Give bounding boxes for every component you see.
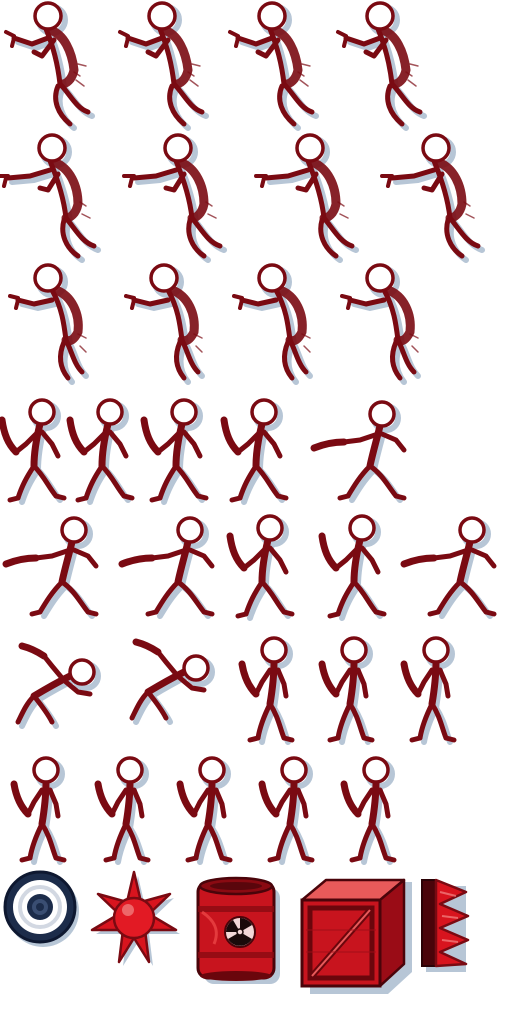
- spike-trap-icon: [421, 878, 470, 972]
- jetpack-gunman-sprite: [338, 3, 424, 128]
- machete-man-swing-sprite: [230, 516, 292, 618]
- machete-man-swing-sprite: [224, 400, 286, 502]
- machete-man-idle-sprite: [262, 758, 312, 862]
- jetpack-gunman-sprite: [230, 3, 316, 128]
- machete-hit-row: [18, 638, 454, 742]
- jetpack-gunman-hunch-sprite: [10, 265, 86, 382]
- spiked-mine-icon: [90, 870, 180, 966]
- jetpack-gunman-sprite: [120, 3, 206, 128]
- machete-man-lunge-sprite: [122, 518, 212, 616]
- machete-man-idle-sprite: [404, 638, 454, 742]
- jetpack-gunman-aim-sprite: [382, 135, 482, 260]
- jetpack-gunman-hunch-sprite: [126, 265, 202, 382]
- jetpack-gun-row-3: [10, 265, 418, 382]
- machete-man-swing-sprite: [70, 400, 132, 502]
- machete-man-swing-sprite: [322, 516, 384, 618]
- machete-man-idle-sprite: [344, 758, 394, 862]
- machete-man-fall-sprite: [132, 642, 212, 722]
- machete-man-lunge-sprite: [6, 518, 96, 616]
- machete-man-fall-sprite: [18, 646, 98, 726]
- machete-man-swing-sprite: [2, 400, 64, 502]
- machete-idle-row: [14, 758, 394, 862]
- jetpack-gunman-hunch-sprite: [342, 265, 418, 382]
- jetpack-gun-row-1: [6, 3, 424, 128]
- machete-man-swing-sprite: [144, 400, 206, 502]
- machete-man-idle-sprite: [322, 638, 372, 742]
- wooden-crate-icon: [300, 878, 412, 994]
- machete-attack-row-2: [6, 516, 494, 618]
- machete-man-idle-sprite: [98, 758, 148, 862]
- jetpack-gunman-hunch-sprite: [234, 265, 310, 382]
- jetpack-gunman-aim-sprite: [0, 135, 98, 260]
- jetpack-gunman-aim-sprite: [124, 135, 224, 260]
- machete-man-lunge-sprite: [314, 402, 404, 500]
- machete-man-idle-sprite: [14, 758, 64, 862]
- machete-attack-row-1: [2, 400, 404, 502]
- shield-disc-icon: [3, 870, 79, 947]
- jetpack-gun-row-2: [0, 135, 482, 260]
- radioactive-barrel-icon: [196, 876, 280, 984]
- jetpack-gunman-sprite: [6, 3, 92, 128]
- machete-man-idle-sprite: [242, 638, 292, 742]
- machete-man-lunge-sprite: [404, 518, 494, 616]
- jetpack-gunman-aim-sprite: [256, 135, 356, 260]
- machete-man-idle-sprite: [180, 758, 230, 862]
